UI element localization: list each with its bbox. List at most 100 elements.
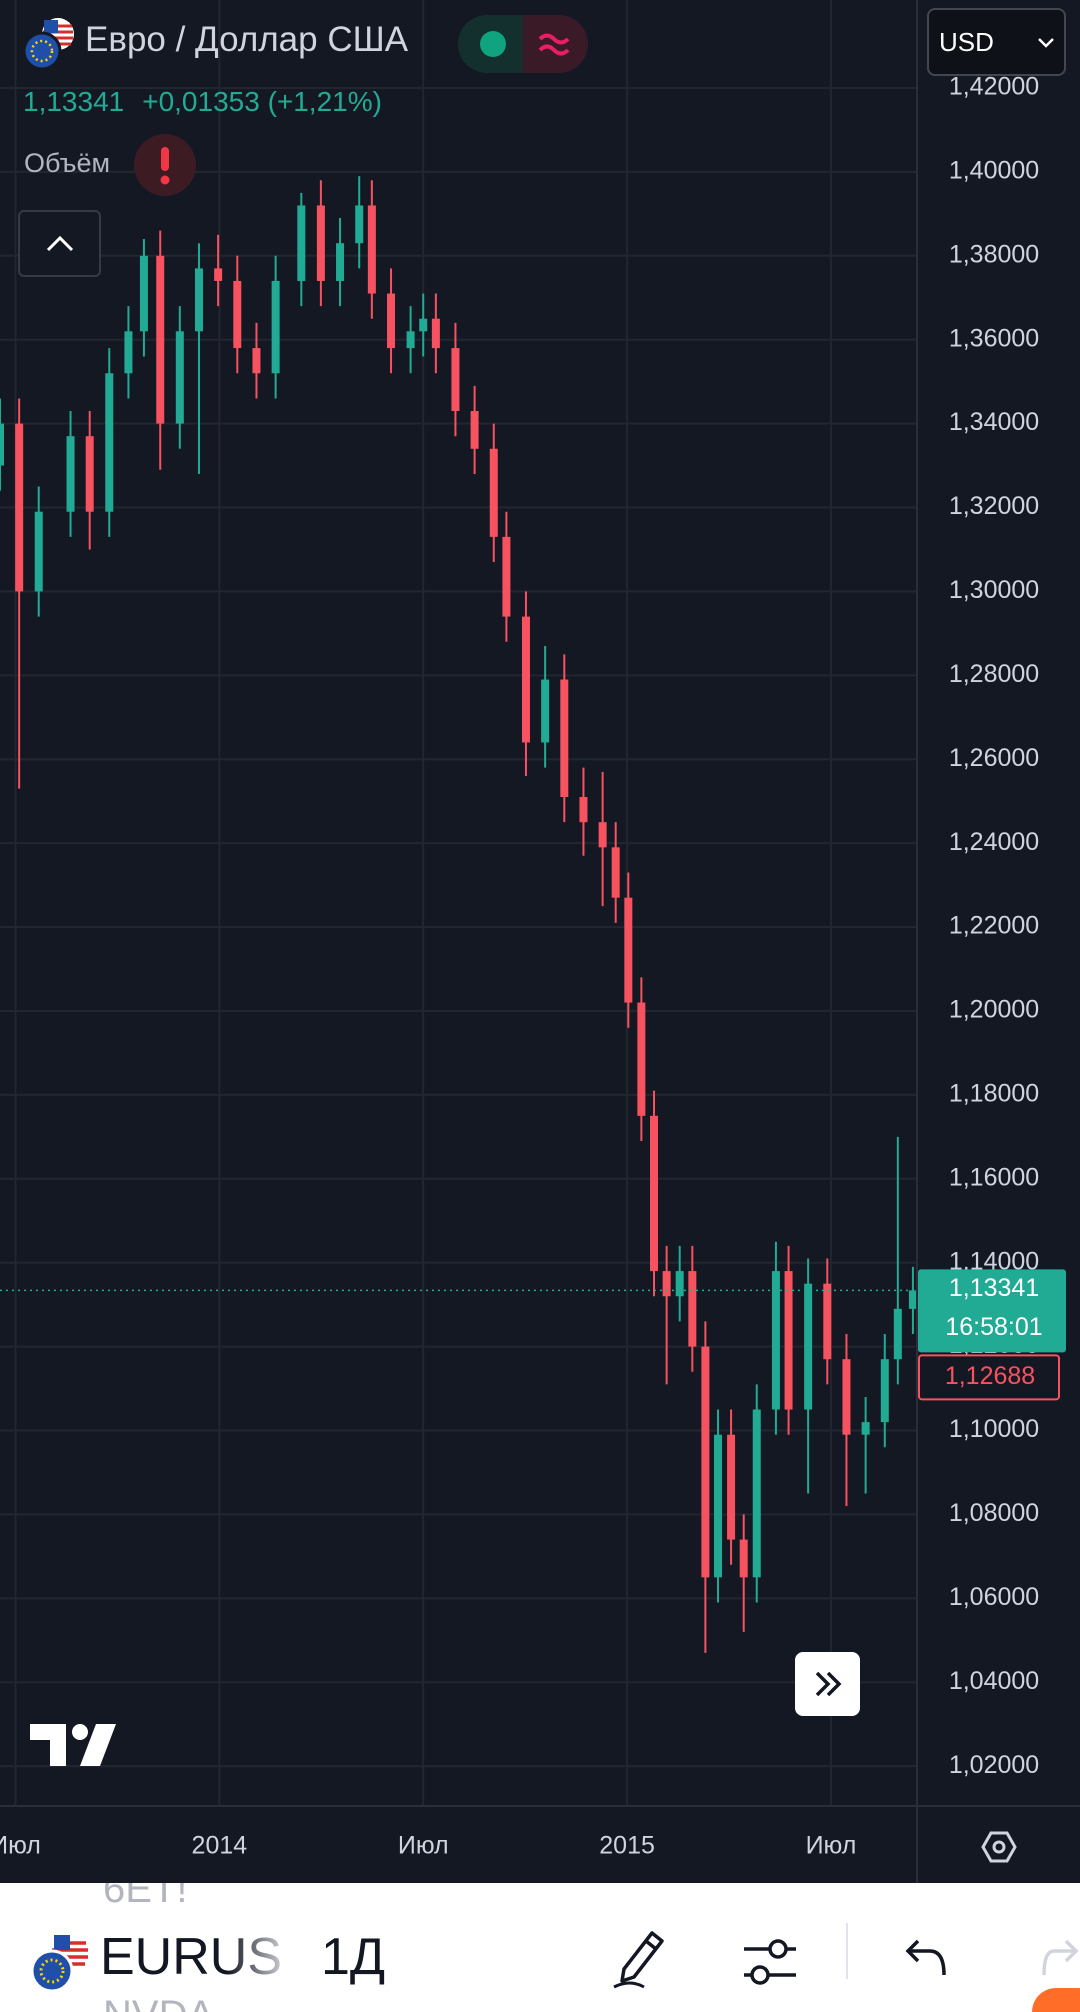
x-tick-label: Июл: [806, 1832, 857, 1860]
y-tick-label: 1,24000: [949, 828, 1039, 856]
volume-warning[interactable]: [133, 133, 197, 197]
candle-body: [336, 243, 345, 281]
price: 1,13341: [23, 86, 125, 117]
y-tick-label: 1,20000: [949, 996, 1039, 1024]
candle-body: [908, 1290, 917, 1309]
settings-icon[interactable]: [981, 1831, 1017, 1863]
candle-body: [175, 331, 184, 424]
candle-body: [0, 423, 4, 466]
undo-icon[interactable]: [902, 1935, 950, 1979]
y-tick-label: 1,28000: [949, 660, 1039, 688]
candle-body: [431, 318, 440, 349]
market-status[interactable]: [458, 15, 588, 73]
candle-body: [771, 1271, 780, 1410]
divider: [846, 1923, 848, 1979]
status-wave: [538, 33, 570, 56]
y-tick-label: 1,16000: [949, 1163, 1039, 1191]
chevron: [1038, 38, 1054, 48]
y-tick-label: 1,40000: [949, 156, 1039, 184]
candle-body: [842, 1359, 851, 1435]
y-tick-label: 1,18000: [949, 1079, 1039, 1107]
candle-body: [66, 436, 75, 512]
candle-body: [470, 411, 479, 449]
symbol-title[interactable]: Евро / Доллар США: [85, 20, 409, 59]
notification-badge[interactable]: [1032, 1988, 1080, 2012]
currency: USD: [939, 27, 994, 57]
x-tick-label: 2014: [192, 1832, 248, 1860]
candle-body: [675, 1271, 684, 1297]
status-dot: [480, 31, 506, 57]
candle-body: [252, 348, 261, 374]
candle-body: [316, 205, 325, 281]
candle-body: [387, 293, 396, 349]
candle-body: [688, 1271, 697, 1347]
collapse-button[interactable]: [18, 210, 101, 277]
candle-body: [85, 436, 94, 512]
countdown-label: 16:58:01: [945, 1313, 1042, 1341]
logo: [30, 1724, 116, 1766]
candle-body: [502, 536, 511, 617]
last-price-label: 1,13341: [949, 1274, 1039, 1302]
scroll-icon: [815, 1671, 842, 1697]
candle-body: [156, 255, 165, 424]
pair-flags: [30, 1933, 88, 1993]
candle-body: [214, 268, 223, 281]
candle-body: [701, 1346, 710, 1578]
candle-body: [194, 268, 203, 332]
volume-label: Объём: [24, 148, 111, 178]
candle-body: [560, 679, 569, 798]
currency-select[interactable]: USD: [927, 8, 1066, 76]
candle-body: [823, 1283, 832, 1360]
candle-body: [727, 1434, 736, 1540]
y-tick-label: 1,34000: [949, 408, 1039, 436]
candle-body: [624, 897, 633, 1003]
candle-body: [355, 205, 364, 244]
prev-close-label: 1,12688: [945, 1362, 1035, 1390]
scroll-to-end[interactable]: [795, 1652, 860, 1716]
candle-body: [714, 1434, 723, 1578]
candle-body: [271, 280, 280, 374]
settings-icon-dot: [992, 1840, 1006, 1854]
indicators-icon[interactable]: [740, 1935, 800, 1989]
chart: 1,020001,040001,060001,080001,100001,120…: [0, 0, 1080, 1883]
y-tick-label: 1,10000: [949, 1415, 1039, 1443]
draw-icon[interactable]: [610, 1925, 670, 1991]
y-tick-label: 1,06000: [949, 1583, 1039, 1611]
y-tick-label: 1,32000: [949, 492, 1039, 520]
candle-body: [233, 280, 242, 349]
candle-body: [611, 847, 620, 898]
symbol[interactable]: EURUS: [100, 1928, 283, 1986]
candle-body: [598, 822, 607, 848]
y-tick-label: 1,22000: [949, 912, 1039, 940]
y-tick-label: 1,26000: [949, 744, 1039, 772]
candle-body: [124, 331, 133, 374]
candle-body: [541, 679, 550, 743]
y-tick-label: 1,08000: [949, 1499, 1039, 1527]
collapse-icon: [46, 235, 74, 252]
price-line: 1,13341 +0,01353 (+1,21%): [23, 86, 382, 118]
interval[interactable]: 1Д: [321, 1928, 386, 1986]
candles: [0, 176, 917, 1653]
candle-body: [521, 616, 530, 743]
x-tick-label: Июл: [398, 1832, 449, 1860]
flag-eu: [22, 31, 62, 71]
candle-body: [637, 1002, 646, 1116]
x-tick-label: Июл: [0, 1832, 41, 1860]
candle-body: [579, 797, 588, 823]
y-tick-label: 1,38000: [949, 240, 1039, 268]
candle-body: [419, 318, 428, 332]
candle-body: [15, 423, 24, 592]
flag-us-canton: [44, 20, 58, 33]
candle-body: [451, 348, 460, 412]
status-alt-bg: [523, 15, 588, 73]
candle-body: [739, 1539, 748, 1578]
x-tick-label: 2015: [599, 1832, 655, 1860]
candle-body: [893, 1308, 902, 1360]
candle-body: [880, 1359, 889, 1423]
redo-icon[interactable]: [1040, 1935, 1080, 1979]
candle-body: [784, 1271, 793, 1410]
candle-body: [105, 373, 114, 512]
candle-body: [861, 1422, 870, 1435]
pair-flags: [22, 18, 74, 71]
candle-body: [139, 255, 148, 332]
